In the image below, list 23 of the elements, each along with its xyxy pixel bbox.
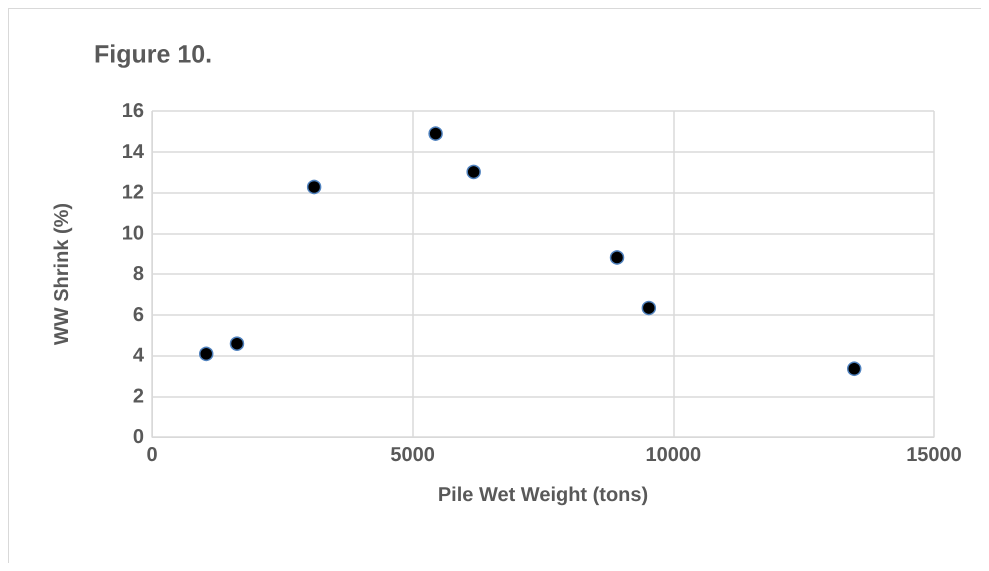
y-tick-label: 8	[132, 263, 144, 285]
chart-title: Figure 10.	[94, 40, 212, 68]
point	[642, 300, 656, 316]
y-axis-title: WW Shrink (%)	[51, 202, 73, 346]
x-axis-title: Pile Wet Weight (tons)	[438, 484, 648, 506]
y-tick-label: 10	[122, 222, 144, 244]
point	[847, 361, 862, 376]
y-tick-label: 14	[122, 140, 145, 163]
x-tick-label: 10000	[646, 444, 702, 466]
point	[230, 336, 244, 351]
point	[198, 346, 214, 362]
y-tick-label: 4	[132, 344, 145, 366]
y-tick-label: 6	[132, 304, 144, 326]
y-tick-label: 16	[122, 100, 144, 122]
x-tick-label: 5000	[390, 444, 435, 466]
y-tick-label: 12	[122, 182, 144, 204]
y-tick-label: 0	[132, 426, 144, 448]
y-tick-label: 2	[132, 385, 144, 408]
x-tick-label: 15000	[906, 444, 962, 466]
point	[466, 164, 481, 180]
point	[428, 126, 443, 141]
point	[610, 250, 624, 265]
point	[306, 180, 322, 194]
